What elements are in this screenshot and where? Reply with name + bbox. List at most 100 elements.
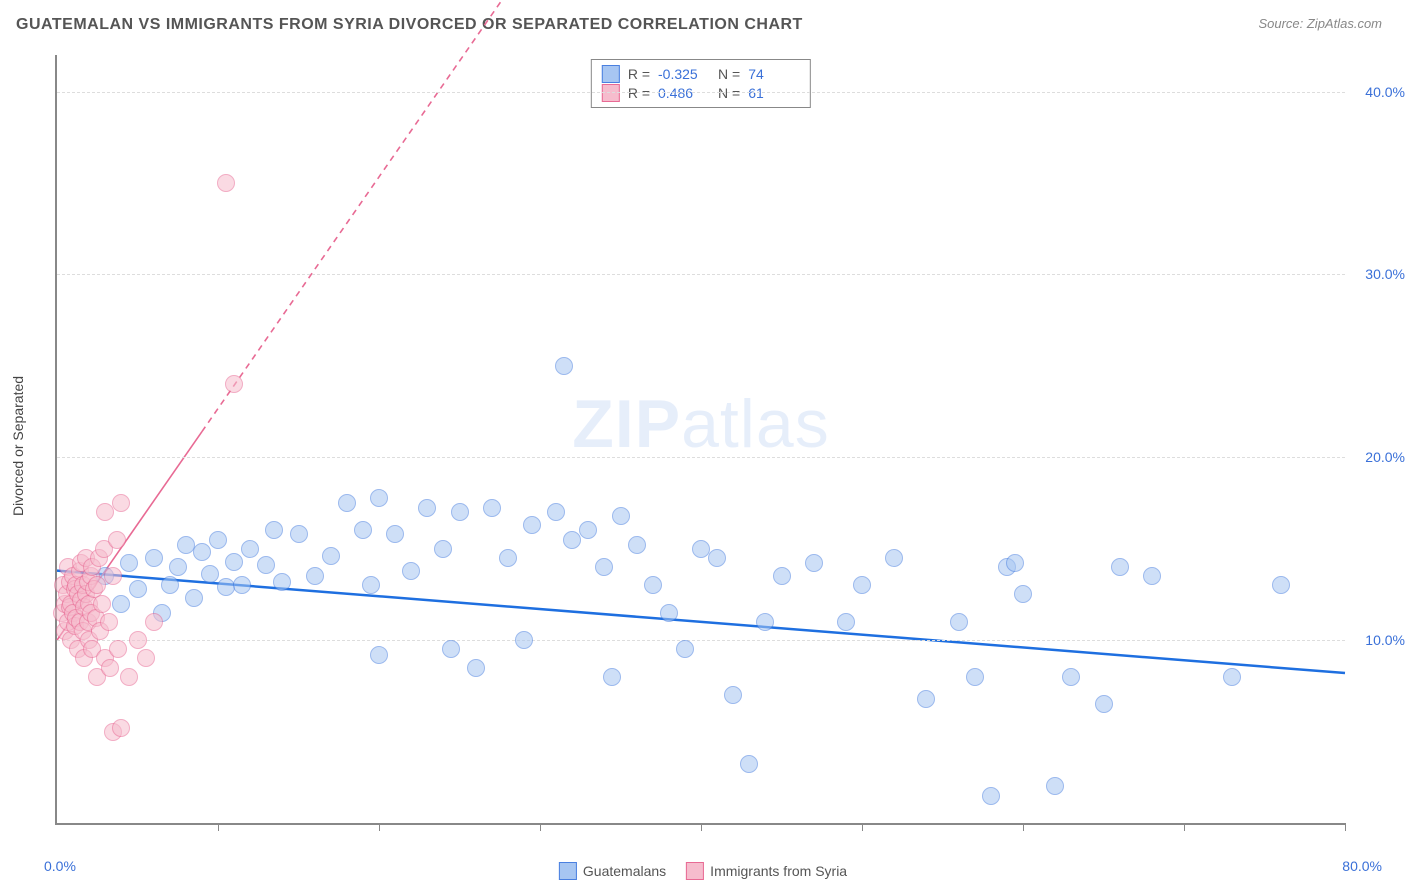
x-tick: [540, 823, 541, 831]
scatter-point: [96, 503, 114, 521]
bottom-legend: Guatemalans Immigrants from Syria: [559, 862, 847, 880]
scatter-point: [169, 558, 187, 576]
scatter-point: [100, 613, 118, 631]
scatter-point: [1111, 558, 1129, 576]
scatter-point: [660, 604, 678, 622]
scatter-point: [1006, 554, 1024, 572]
scatter-point: [112, 595, 130, 613]
n-label: N =: [718, 66, 740, 82]
scatter-point: [104, 567, 122, 585]
scatter-point: [93, 595, 111, 613]
scatter-point: [145, 549, 163, 567]
scatter-point: [108, 531, 126, 549]
scatter-point: [1062, 668, 1080, 686]
swatch-blue-icon: [602, 65, 620, 83]
scatter-point: [362, 576, 380, 594]
scatter-point: [579, 521, 597, 539]
scatter-point: [112, 494, 130, 512]
scatter-point: [386, 525, 404, 543]
scatter-point: [129, 631, 147, 649]
scatter-point: [442, 640, 460, 658]
scatter-point: [120, 554, 138, 572]
x-label-right: 80.0%: [1342, 858, 1382, 874]
scatter-point: [628, 536, 646, 554]
grid-line: [57, 640, 1345, 641]
swatch-pink-icon: [686, 862, 704, 880]
scatter-point: [225, 375, 243, 393]
scatter-point: [555, 357, 573, 375]
scatter-point: [1095, 695, 1113, 713]
scatter-point: [885, 549, 903, 567]
stats-legend: R = -0.325 N = 74 R = 0.486 N = 61: [591, 59, 811, 108]
x-tick: [379, 823, 380, 831]
legend-label-pink: Immigrants from Syria: [710, 863, 847, 879]
scatter-point: [547, 503, 565, 521]
x-tick: [701, 823, 702, 831]
scatter-point: [1223, 668, 1241, 686]
scatter-point: [676, 640, 694, 658]
x-label-left: 0.0%: [44, 858, 76, 874]
y-tick-label: 30.0%: [1365, 266, 1405, 282]
x-tick: [1184, 823, 1185, 831]
scatter-point: [225, 553, 243, 571]
stats-row-pink: R = 0.486 N = 61: [602, 84, 800, 102]
legend-label-blue: Guatemalans: [583, 863, 666, 879]
scatter-point: [402, 562, 420, 580]
scatter-point: [483, 499, 501, 517]
scatter-point: [209, 531, 227, 549]
swatch-blue-icon: [559, 862, 577, 880]
x-tick: [1023, 823, 1024, 831]
scatter-point: [217, 174, 235, 192]
scatter-point: [950, 613, 968, 631]
scatter-point: [338, 494, 356, 512]
scatter-point: [982, 787, 1000, 805]
scatter-point: [201, 565, 219, 583]
x-tick: [862, 823, 863, 831]
legend-item-blue: Guatemalans: [559, 862, 666, 880]
scatter-point: [595, 558, 613, 576]
x-tick: [218, 823, 219, 831]
scatter-point: [434, 540, 452, 558]
scatter-point: [966, 668, 984, 686]
scatter-point: [612, 507, 630, 525]
scatter-point: [273, 573, 291, 591]
r-label: R =: [628, 66, 650, 82]
grid-line: [57, 274, 1345, 275]
scatter-point: [418, 499, 436, 517]
grid-line: [57, 92, 1345, 93]
y-tick-label: 40.0%: [1365, 84, 1405, 100]
scatter-point: [603, 668, 621, 686]
scatter-point: [354, 521, 372, 539]
scatter-point: [773, 567, 791, 585]
source-label: Source: ZipAtlas.com: [1258, 16, 1382, 31]
scatter-point: [1014, 585, 1032, 603]
scatter-point: [1046, 777, 1064, 795]
chart-title: GUATEMALAN VS IMMIGRANTS FROM SYRIA DIVO…: [16, 16, 803, 34]
n-label: N =: [718, 85, 740, 101]
scatter-point: [499, 549, 517, 567]
scatter-point: [515, 631, 533, 649]
stats-row-blue: R = -0.325 N = 74: [602, 65, 800, 83]
scatter-point: [756, 613, 774, 631]
scatter-point: [837, 613, 855, 631]
x-tick: [1345, 823, 1346, 831]
scatter-point: [233, 576, 251, 594]
scatter-point: [185, 589, 203, 607]
scatter-point: [265, 521, 283, 539]
scatter-point: [370, 489, 388, 507]
scatter-point: [708, 549, 726, 567]
n-value-pink: 61: [748, 85, 800, 101]
scatter-point: [853, 576, 871, 594]
y-tick-label: 20.0%: [1365, 449, 1405, 465]
scatter-point: [451, 503, 469, 521]
scatter-point: [523, 516, 541, 534]
scatter-point: [1143, 567, 1161, 585]
r-value-blue: -0.325: [658, 66, 710, 82]
scatter-point: [145, 613, 163, 631]
scatter-point: [805, 554, 823, 572]
legend-item-pink: Immigrants from Syria: [686, 862, 847, 880]
plot-area: ZIPatlas R = -0.325 N = 74 R = 0.486 N =…: [55, 55, 1345, 825]
scatter-point: [370, 646, 388, 664]
scatter-point: [112, 719, 130, 737]
scatter-point: [120, 668, 138, 686]
